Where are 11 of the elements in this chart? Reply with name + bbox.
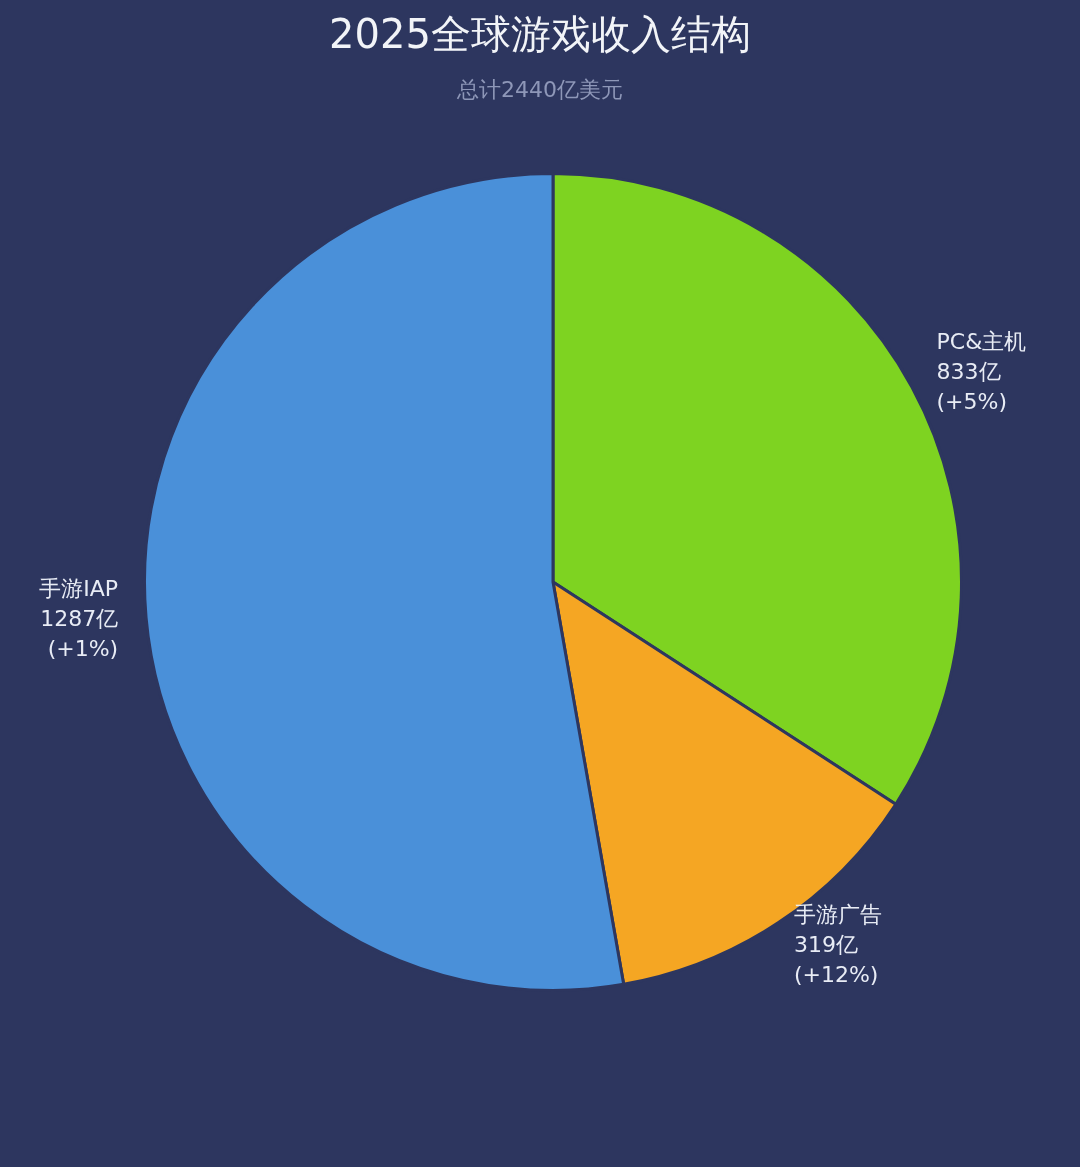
slice-label: 手游IAP (39, 575, 119, 601)
text: (+12%) (793, 961, 879, 987)
data-label: 319亿 (793, 931, 858, 957)
chart-subtitle: 总计2440亿美元 (456, 76, 624, 104)
text: (+5%) (936, 389, 1008, 415)
text: (+1%) (47, 635, 119, 661)
data-label: 1287亿 (40, 605, 119, 631)
slice-label: PC&主机 (936, 329, 1027, 355)
slice-label: 手游广告 (793, 901, 882, 927)
data-label: 833亿 (936, 359, 1001, 385)
chart-title: 2025全球游戏收入结构 (328, 10, 752, 59)
